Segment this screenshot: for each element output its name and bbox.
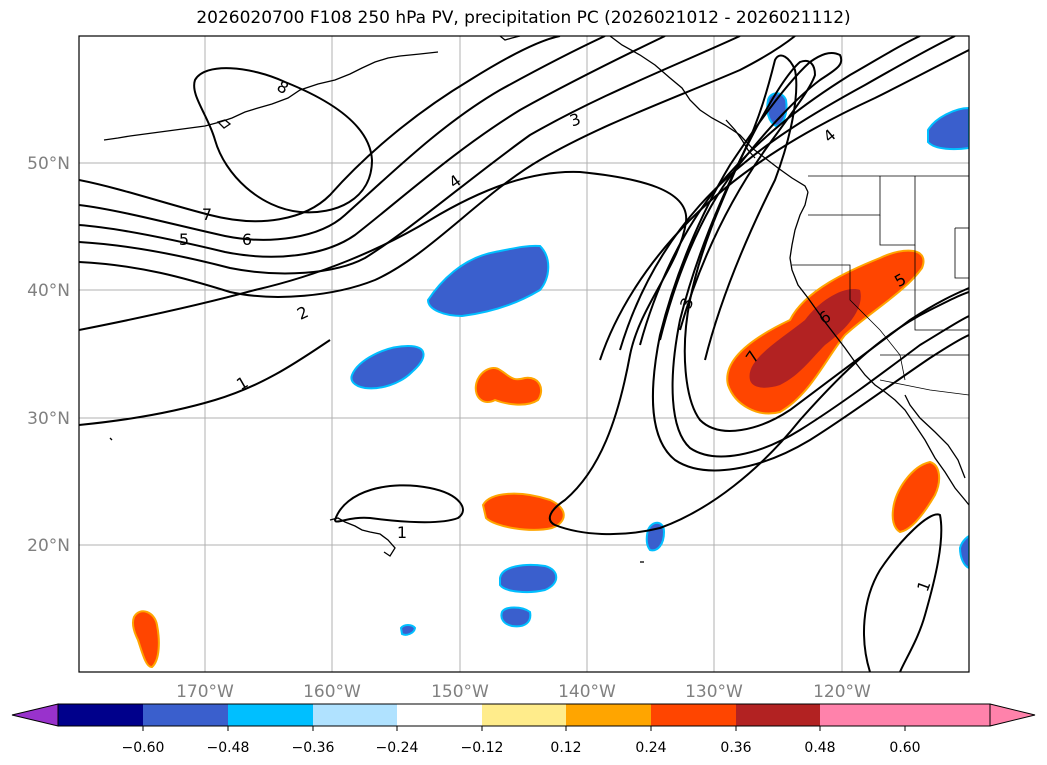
- precip-anomaly-shading: [132, 92, 969, 668]
- pv-contour-6: [79, 36, 606, 241]
- contour-label: 6: [242, 230, 252, 249]
- lon-label: 170°W: [176, 682, 234, 702]
- lon-label: 150°W: [431, 682, 489, 702]
- colorbar-tick-label: −0.60: [122, 740, 165, 756]
- colorbar-tick-label: −0.12: [461, 740, 504, 756]
- lat-label: 20°N: [27, 536, 70, 556]
- precip-blob-baja: [891, 460, 941, 534]
- island-small-3: [109, 437, 113, 441]
- pv-contour-5: [79, 36, 666, 258]
- longitude-labels: 170°W 160°W 150°W 140°W 130°W 120°W: [176, 682, 871, 702]
- precip-blob-west-coast-core: [749, 289, 861, 388]
- colorbar: −0.60 −0.48 −0.36 −0.24 −0.12 0.12 0.24 …: [11, 703, 1036, 756]
- colorbar-tick-label: −0.48: [207, 740, 250, 756]
- lon-label: 140°W: [558, 682, 616, 702]
- colorbar-segment: [313, 704, 397, 726]
- colorbar-ticks: [142, 726, 906, 731]
- border-state-6: [954, 228, 969, 279]
- coastline-alaska-panhandle: [609, 36, 809, 193]
- coastline-west-na: [789, 191, 969, 506]
- precip-blob-tiny-negative-3: [399, 624, 417, 636]
- colorbar-tick-label: −0.24: [376, 740, 419, 756]
- pv-contour-3: [79, 36, 796, 298]
- colorbar-tick-label: 0.12: [550, 740, 581, 756]
- border-state-4: [914, 245, 969, 331]
- border-us-mexico: [879, 379, 969, 396]
- pv-contour-east-5: [619, 36, 956, 351]
- precip-blob-tiny-negative-1: [500, 606, 532, 628]
- contour-label: 7: [202, 205, 212, 224]
- contour-label: 5: [179, 230, 189, 249]
- precip-blob-north-pacific-negative: [426, 244, 550, 318]
- colorbar-tick-label: 0.48: [804, 740, 835, 756]
- precip-blob-southwest: [132, 610, 160, 668]
- pv-contour-southeast-1: [863, 513, 943, 672]
- colorbar-tick-label: 0.24: [635, 740, 666, 756]
- precip-blob-southeast-edge: [958, 534, 969, 570]
- pv-contour-east-4: [639, 36, 921, 346]
- pv-contour-8: [193, 67, 374, 214]
- lon-label: 120°W: [813, 682, 871, 702]
- precip-blob-south-negative: [499, 563, 558, 594]
- colorbar-tick-labels: −0.60 −0.48 −0.36 −0.24 −0.12 0.12 0.24 …: [122, 740, 921, 756]
- pv-contour-east-6: [599, 49, 969, 361]
- colorbar-tick-label: 0.60: [889, 740, 920, 756]
- colorbar-segment: [397, 704, 482, 726]
- latitude-labels: 50°N 40°N 30°N 20°N: [27, 154, 70, 556]
- colorbar-segment: [143, 704, 228, 726]
- colorbar-segment: [482, 704, 566, 726]
- contour-label: 1: [397, 523, 407, 542]
- border-state-2: [879, 176, 916, 246]
- colorbar-tick-label: −0.36: [292, 740, 335, 756]
- pv-contour-1-main: [79, 339, 331, 426]
- lon-label: 160°W: [303, 682, 361, 702]
- pv-contour-east-2: [671, 59, 969, 458]
- coastline-aleutians: [103, 51, 439, 141]
- precip-blob-northeast: [927, 106, 969, 151]
- colorbar-extend-right: [820, 704, 1035, 726]
- coastline-alaska-south: [499, 36, 521, 41]
- colorbar-segment: [566, 704, 651, 726]
- colorbar-tick-label: 0.36: [720, 740, 751, 756]
- colorbar-outline: [57, 703, 991, 727]
- pv-contour-south-1: [333, 484, 464, 524]
- lat-label: 30°N: [27, 409, 70, 429]
- colorbar-right-tip-outline: [989, 703, 1036, 727]
- colorbar-extend-left: [11, 703, 59, 727]
- pv-contour-east-1: [683, 54, 969, 432]
- lon-label: 130°W: [685, 682, 743, 702]
- island-small-1: [216, 119, 232, 129]
- lat-label: 40°N: [27, 281, 70, 301]
- map-title: 2026020700 F108 250 hPa PV, precipitatio…: [196, 8, 851, 28]
- colorbar-segment: [228, 704, 313, 726]
- pv-contour-7: [79, 36, 561, 223]
- pv-contours: [79, 36, 969, 672]
- precip-blob-west-negative: [350, 344, 425, 390]
- colorbar-segment: [58, 704, 143, 726]
- precip-blob-central-pacific-east: [481, 492, 565, 531]
- colorbar-segment: [651, 704, 736, 726]
- map-panel[interactable]: 8 7 6 5 4 3 2 1 1 3 4 5 6 7 1: [78, 35, 970, 673]
- pv-contour-2: [79, 170, 969, 536]
- lat-label: 50°N: [27, 154, 70, 174]
- coastlines: [103, 36, 969, 563]
- map-frame: [78, 35, 970, 673]
- coastline-baja: [904, 394, 966, 479]
- colorbar-segment: [736, 704, 820, 726]
- precip-blob-central-pacific-small: [474, 366, 543, 406]
